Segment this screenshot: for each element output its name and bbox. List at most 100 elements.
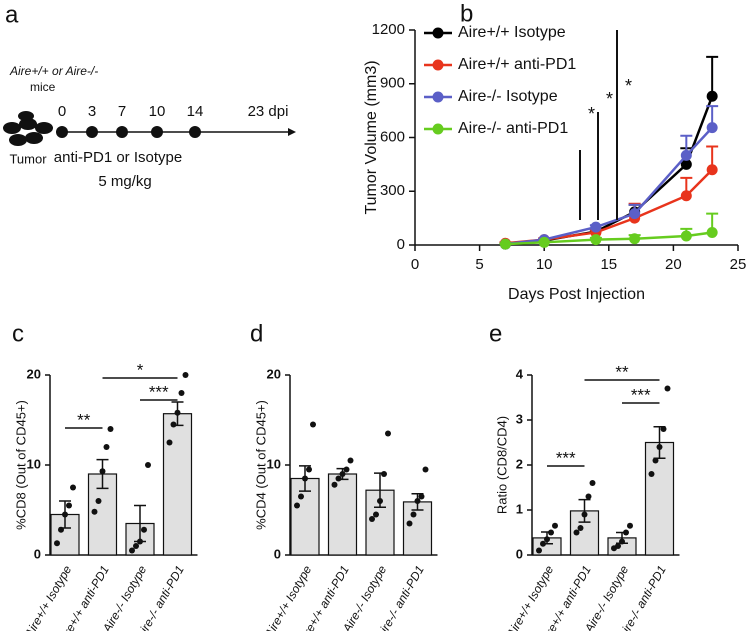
- panel-label: e: [489, 320, 502, 347]
- data-point: [182, 372, 189, 378]
- data-point: [335, 475, 342, 482]
- data-point: [585, 493, 592, 500]
- data-point: [538, 236, 550, 248]
- data-point: [680, 158, 692, 170]
- data-point: [373, 511, 379, 518]
- data-point: [95, 498, 102, 504]
- x-tick-label: 10: [536, 256, 553, 273]
- data-point: [573, 529, 580, 536]
- data-point: [544, 536, 550, 543]
- data-point: [418, 493, 425, 500]
- data-point: [54, 540, 60, 547]
- series-line: [505, 168, 714, 245]
- data-point: [369, 516, 375, 522]
- data-point: [656, 444, 663, 450]
- mice-genotype: Aire+/+ or Aire-/-: [9, 64, 98, 78]
- y-tick-label: 20: [267, 366, 281, 381]
- data-point: [385, 430, 391, 437]
- y-tick-label: 3: [516, 411, 523, 426]
- error-bar: [578, 498, 591, 523]
- y-axis-label: %CD4 (Out of CD45+): [253, 400, 268, 530]
- timepoint-dot: [86, 126, 98, 138]
- timepoint-dot: [151, 126, 163, 138]
- timepoint-label: 7: [118, 103, 126, 120]
- data-point: [627, 522, 633, 529]
- data-point: [141, 526, 147, 533]
- data-point: [178, 390, 185, 396]
- data-point: [339, 471, 346, 477]
- data-point: [107, 426, 114, 432]
- panel-label: b: [460, 0, 473, 27]
- data-point: [377, 498, 383, 504]
- data-point: [680, 190, 692, 202]
- y-tick-label: 900: [380, 75, 405, 92]
- data-point: [499, 238, 511, 250]
- data-point: [680, 149, 692, 161]
- legend-label: Aire+/+ Isotype: [458, 24, 566, 41]
- data-point: [129, 547, 135, 554]
- panel-label: d: [250, 320, 263, 347]
- significance-label: **: [615, 362, 629, 381]
- data-point: [99, 468, 106, 475]
- dose: 5 mg/kg: [98, 173, 151, 190]
- y-tick-label: 1: [516, 501, 523, 516]
- tumor-label: Tumor: [9, 151, 47, 166]
- mice: mice: [30, 80, 56, 94]
- data-point: [706, 90, 718, 102]
- data-point: [552, 522, 558, 529]
- x-tick-label: 20: [665, 256, 682, 273]
- data-point: [680, 230, 692, 242]
- y-tick-label: 0: [34, 546, 41, 561]
- data-point: [166, 439, 173, 446]
- data-point: [133, 543, 139, 549]
- data-point: [91, 508, 98, 515]
- data-point: [70, 484, 76, 491]
- y-axis-label: %CD8 (Out of CD45+): [13, 400, 28, 530]
- data-point: [331, 481, 338, 488]
- significance-label: *: [588, 104, 595, 124]
- data-point: [347, 457, 354, 464]
- legend-label: Aire-/- Isotype: [458, 88, 558, 105]
- data-point: [145, 462, 151, 468]
- x-tick-label: 0: [411, 256, 419, 273]
- data-point: [629, 208, 641, 220]
- significance-label: **: [77, 410, 91, 429]
- data-point: [536, 547, 542, 554]
- y-axis-label: Tumor Volume (mm3): [363, 60, 380, 214]
- data-point: [577, 525, 584, 531]
- data-point: [302, 475, 308, 482]
- data-point: [664, 385, 671, 392]
- data-point: [414, 498, 421, 504]
- timepoint-dot: [116, 126, 128, 138]
- x-tick-label: 15: [600, 256, 617, 273]
- data-point: [422, 466, 429, 473]
- bar: [327, 473, 358, 556]
- legend-marker: [432, 91, 444, 103]
- legend-marker: [432, 59, 444, 71]
- significance-label: ***: [149, 382, 169, 401]
- data-point: [62, 511, 68, 518]
- y-tick-label: 300: [380, 182, 405, 199]
- data-point: [343, 466, 350, 473]
- y-tick-label: 10: [27, 456, 41, 471]
- data-point: [629, 233, 641, 245]
- y-tick-label: 600: [380, 128, 405, 145]
- significance-label: *: [625, 76, 632, 96]
- x-axis-label: Days Post Injection: [508, 286, 645, 303]
- panel-label: a: [5, 1, 19, 28]
- data-point: [103, 444, 110, 450]
- timepoint-label: 0: [58, 103, 66, 120]
- y-tick-label: 1200: [372, 21, 405, 38]
- y-axis-label: Ratio (CD8/CD4): [494, 416, 509, 514]
- bar: [644, 441, 675, 556]
- y-tick-label: 0: [397, 236, 405, 253]
- data-point: [589, 480, 596, 486]
- data-point: [66, 502, 72, 509]
- panel-a: a Aire+/+ or Aire-/- mice Tumor 23 dpi a…: [3, 1, 296, 190]
- data-point: [298, 493, 304, 500]
- significance-label: ***: [631, 385, 651, 404]
- data-point: [540, 540, 546, 547]
- series-line: [505, 126, 714, 246]
- data-point: [548, 529, 554, 536]
- data-point: [660, 426, 667, 432]
